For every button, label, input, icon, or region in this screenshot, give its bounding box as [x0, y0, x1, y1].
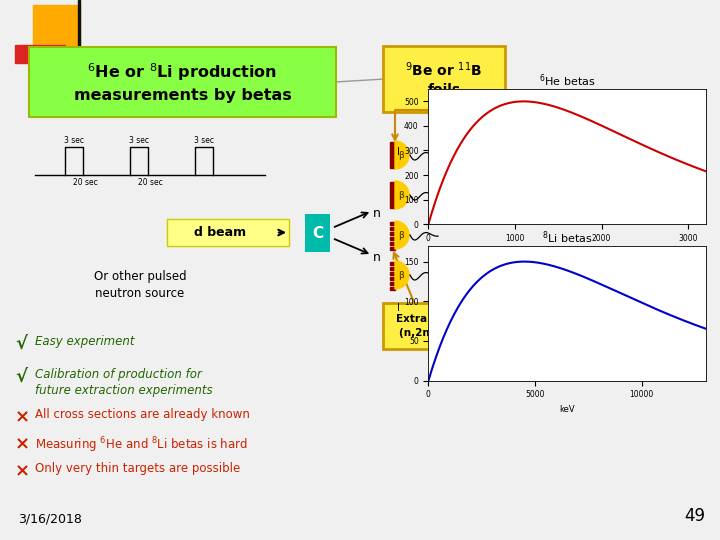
Bar [390, 272, 395, 275]
Polygon shape [395, 221, 409, 249]
Text: β: β [398, 151, 404, 159]
Bar [390, 242, 395, 245]
Text: 20 sec: 20 sec [73, 178, 97, 187]
Bar [390, 142, 395, 168]
Text: 3 sec: 3 sec [129, 136, 149, 145]
FancyBboxPatch shape [29, 47, 336, 117]
X-axis label: keV: keV [559, 405, 575, 414]
Text: Easy experiment: Easy experiment [35, 335, 135, 348]
Bar [390, 232, 395, 235]
Text: Calibration of production for
future extraction experiments: Calibration of production for future ext… [35, 368, 212, 397]
Text: d beam: d beam [194, 226, 246, 239]
Bar [390, 282, 395, 285]
Text: Measuring $^{6}$He and $^{8}$Li betas is hard: Measuring $^{6}$He and $^{8}$Li betas is… [35, 435, 248, 455]
Text: C: C [312, 226, 323, 240]
Bar [390, 287, 395, 290]
Text: 3 sec: 3 sec [64, 136, 84, 145]
Text: $^{9}$Be or $^{11}$B
foils: $^{9}$Be or $^{11}$B foils [405, 60, 482, 98]
Bar [390, 277, 395, 280]
Bar [390, 247, 395, 250]
Text: β: β [398, 191, 404, 199]
Title: $^{6}$He betas: $^{6}$He betas [539, 72, 595, 89]
FancyBboxPatch shape [167, 219, 289, 246]
Bar [33, 5, 80, 45]
Text: Or other pulsed
neutron source: Or other pulsed neutron source [94, 270, 186, 300]
Text: ×: × [15, 462, 30, 480]
Text: 3/16/2018: 3/16/2018 [18, 512, 82, 525]
Bar [390, 262, 395, 265]
Text: All cross sections are already known: All cross sections are already known [35, 408, 250, 421]
Text: √: √ [15, 335, 27, 353]
Text: √: √ [15, 368, 27, 386]
Y-axis label: I: I [397, 303, 400, 313]
FancyBboxPatch shape [383, 46, 505, 112]
Text: ×: × [15, 435, 30, 453]
Bar [305, 214, 330, 252]
Bar [390, 227, 395, 230]
Bar [390, 237, 395, 240]
X-axis label: keV: keV [559, 248, 575, 258]
FancyBboxPatch shape [383, 303, 515, 349]
Bar [15, 45, 65, 63]
Bar [390, 267, 395, 270]
Text: β: β [398, 271, 404, 280]
Polygon shape [395, 261, 409, 289]
Text: $^{6}$He or $^{8}$Li production
measurements by betas: $^{6}$He or $^{8}$Li production measurem… [73, 61, 292, 103]
Text: 20 sec: 20 sec [138, 178, 163, 187]
Text: 49: 49 [684, 507, 705, 525]
Text: Extra material for
(n,2n), maybe Pb: Extra material for (n,2n), maybe Pb [397, 314, 502, 338]
Bar [390, 182, 395, 208]
Text: Only very thin targets are possible: Only very thin targets are possible [35, 462, 240, 475]
Text: n: n [373, 207, 381, 220]
Text: 3 sec: 3 sec [194, 136, 214, 145]
Bar [78, 0, 80, 50]
Polygon shape [395, 181, 409, 209]
Text: n: n [373, 251, 381, 264]
Text: ×: × [15, 408, 30, 426]
Bar [390, 222, 395, 225]
Text: β: β [398, 231, 404, 240]
Y-axis label: I: I [397, 146, 400, 157]
Title: $^{8}$Li betas: $^{8}$Li betas [541, 229, 593, 246]
Polygon shape [395, 141, 409, 169]
